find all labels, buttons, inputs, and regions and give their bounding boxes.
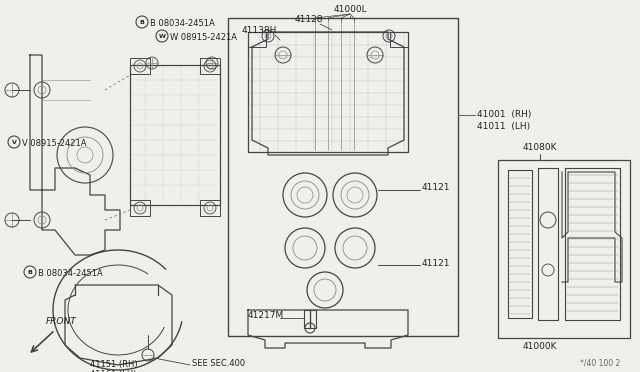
Text: 41121: 41121 <box>422 259 451 267</box>
Text: W: W <box>159 33 165 38</box>
Text: 41000L: 41000L <box>333 5 367 14</box>
Bar <box>304 310 316 328</box>
Bar <box>200 58 220 74</box>
Text: B 08034-2451A: B 08034-2451A <box>38 269 103 278</box>
Bar <box>390 32 408 47</box>
Bar <box>248 32 408 152</box>
Bar <box>498 160 630 338</box>
Text: 41080K: 41080K <box>523 143 557 152</box>
Text: V 08915-2421A: V 08915-2421A <box>22 139 86 148</box>
Text: 41128: 41128 <box>295 15 323 24</box>
Bar <box>130 58 150 74</box>
Bar <box>200 200 220 216</box>
Bar <box>130 65 220 205</box>
Text: 41000K: 41000K <box>523 342 557 351</box>
Bar <box>130 200 150 216</box>
Text: 41001  (RH): 41001 (RH) <box>477 110 531 119</box>
Text: */40 100 2: */40 100 2 <box>580 358 620 367</box>
Text: B: B <box>140 19 145 25</box>
Text: 41217M: 41217M <box>248 311 284 320</box>
Text: 41151 (RH): 41151 (RH) <box>90 360 138 369</box>
Text: SEE SEC.400: SEE SEC.400 <box>192 359 245 368</box>
Text: V: V <box>12 140 17 144</box>
Text: B: B <box>28 269 33 275</box>
Text: B 08034-2451A: B 08034-2451A <box>150 19 215 28</box>
Text: 41011  (LH): 41011 (LH) <box>477 122 530 131</box>
Text: 41138H: 41138H <box>242 26 277 35</box>
Bar <box>228 18 458 336</box>
Text: FRONT: FRONT <box>46 317 77 326</box>
Text: 41121: 41121 <box>422 183 451 192</box>
Bar <box>248 32 266 47</box>
Text: W 08915-2421A: W 08915-2421A <box>170 33 237 42</box>
Text: 41161 (LH): 41161 (LH) <box>90 370 136 372</box>
